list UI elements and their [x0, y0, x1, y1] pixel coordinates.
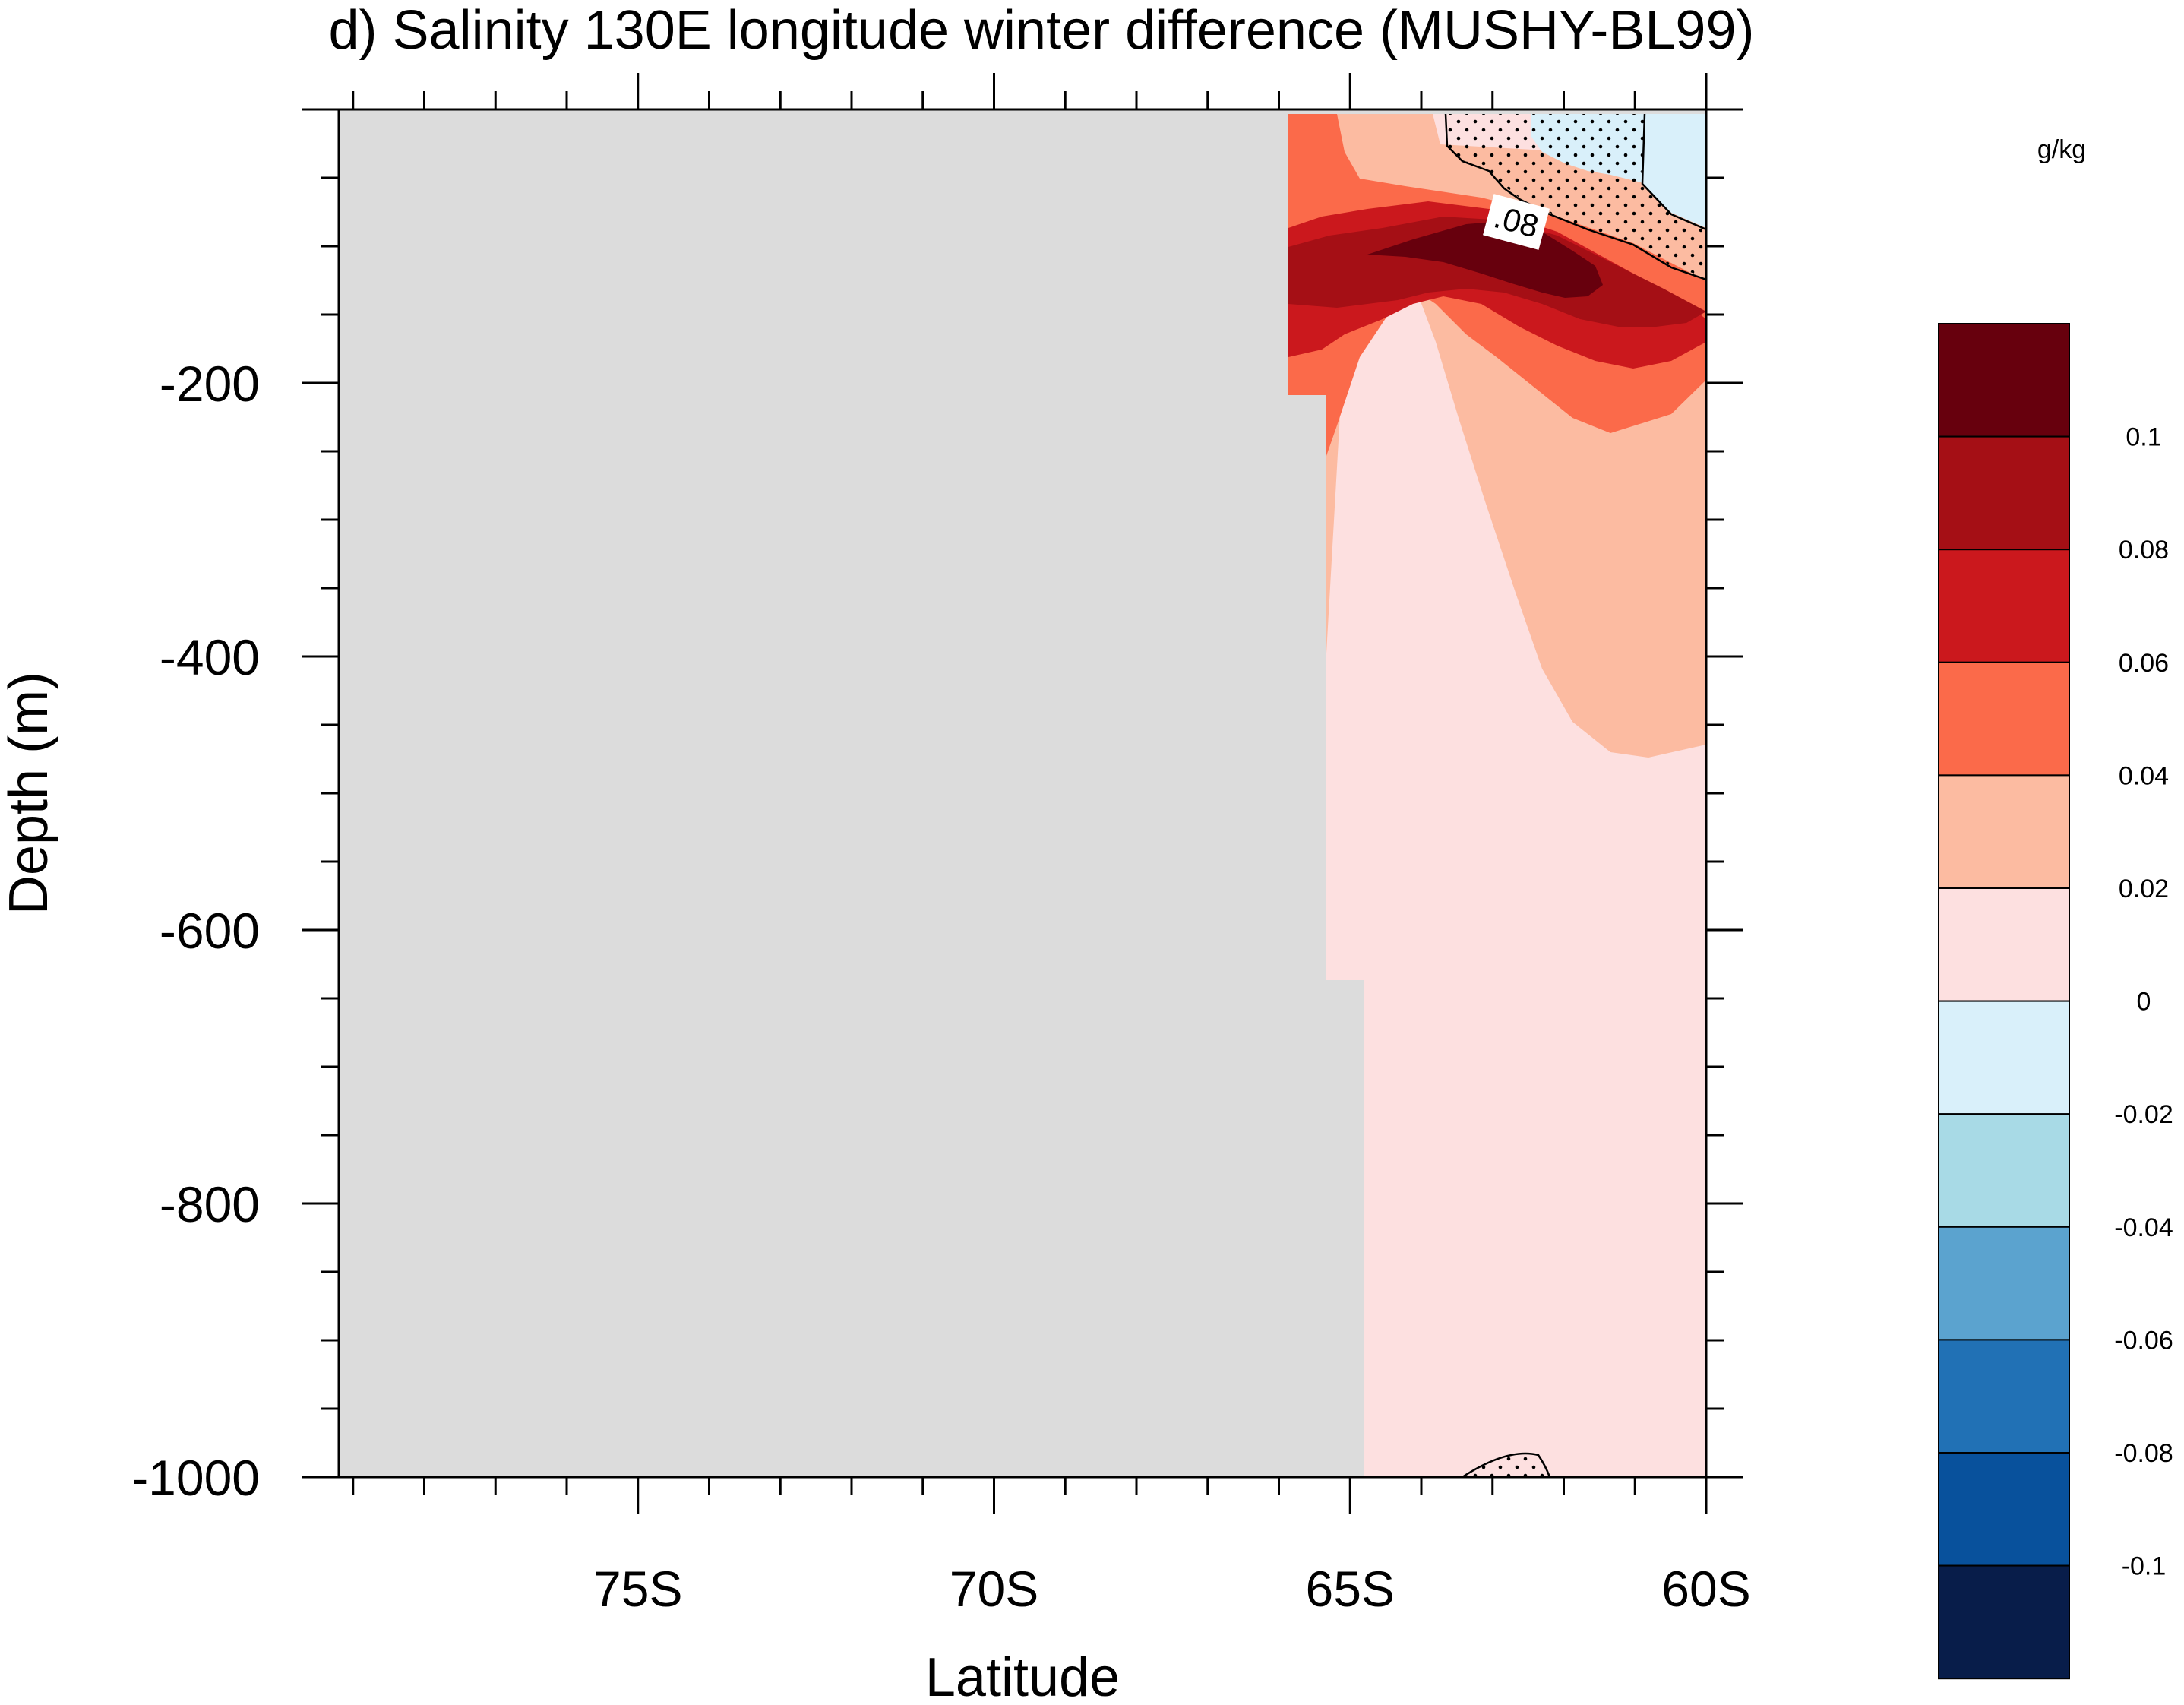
colorbar-swatch	[1938, 1564, 2070, 1680]
x-tick-label: 70S	[950, 1561, 1038, 1617]
colorbar-swatch	[1938, 661, 2070, 777]
y-tick-label: -800	[160, 1176, 260, 1232]
x-tick-label: 65S	[1306, 1561, 1395, 1617]
chart-title: d) Salinity 130E longitude winter differ…	[329, 0, 1755, 61]
x-tick-label: 75S	[593, 1561, 682, 1617]
contour-label-box	[1483, 194, 1550, 250]
contour-line-upper	[1444, 113, 1706, 281]
colorbar-swatch	[1938, 1000, 2070, 1115]
colorbar-swatch	[1938, 1113, 2070, 1228]
y-tick-label: -600	[160, 903, 260, 959]
x-tick-label: 60S	[1661, 1561, 1750, 1617]
colorbar-label: -0.02	[2114, 1100, 2173, 1129]
stippled-region-surface	[1443, 114, 1706, 277]
colorbar-label: -0.08	[2114, 1439, 2173, 1468]
colorbar-swatch	[1938, 1226, 2070, 1341]
y-tick-label: -400	[160, 629, 260, 685]
x-axis-title: Latitude	[925, 1647, 1120, 1705]
colorbar-swatch	[1938, 887, 2070, 1002]
colorbar-label: -0.1	[2122, 1552, 2167, 1581]
colorbar-units: g/kg	[2037, 135, 2086, 164]
colorbar-swatch	[1938, 323, 2070, 438]
colorbar-swatch	[1938, 549, 2070, 663]
colorbar-label: 0	[2137, 988, 2151, 1017]
colorbar-swatch	[1938, 435, 2070, 551]
colorbar-label: 0.02	[2119, 875, 2169, 903]
colorbar-swatch	[1938, 1452, 2070, 1567]
colorbar-label: -0.04	[2114, 1213, 2173, 1242]
colorbar-swatch	[1938, 1339, 2070, 1454]
colorbar-label: -0.06	[2114, 1326, 2173, 1355]
region-above-01	[1367, 220, 1603, 298]
contour-line-lower	[1641, 113, 1706, 231]
colorbar-swatch	[1938, 774, 2070, 890]
colorbar: 0.1 0.08 0.06 0.04 0.02 0 -0.02 -0.04 -0.06 -0.08…	[1938, 323, 2173, 1680]
y-tick-label: -200	[160, 356, 260, 412]
axes: 75S 70S 65S 60S -200 -400 -600 -800 -1000	[131, 73, 1751, 1617]
colorbar-label: 0.08	[2119, 536, 2169, 565]
colorbar-label: 0.04	[2119, 761, 2169, 790]
plot-area: .08	[339, 109, 1706, 1477]
colorbar-label: 0.1	[2126, 423, 2161, 452]
colorbar-label: 0.06	[2119, 649, 2169, 678]
y-axis-title: Depth (m)	[0, 672, 59, 915]
stippled-region-bottom	[1460, 1452, 1551, 1477]
contour-label: .08	[1483, 194, 1550, 250]
y-tick-label: -1000	[131, 1450, 260, 1506]
